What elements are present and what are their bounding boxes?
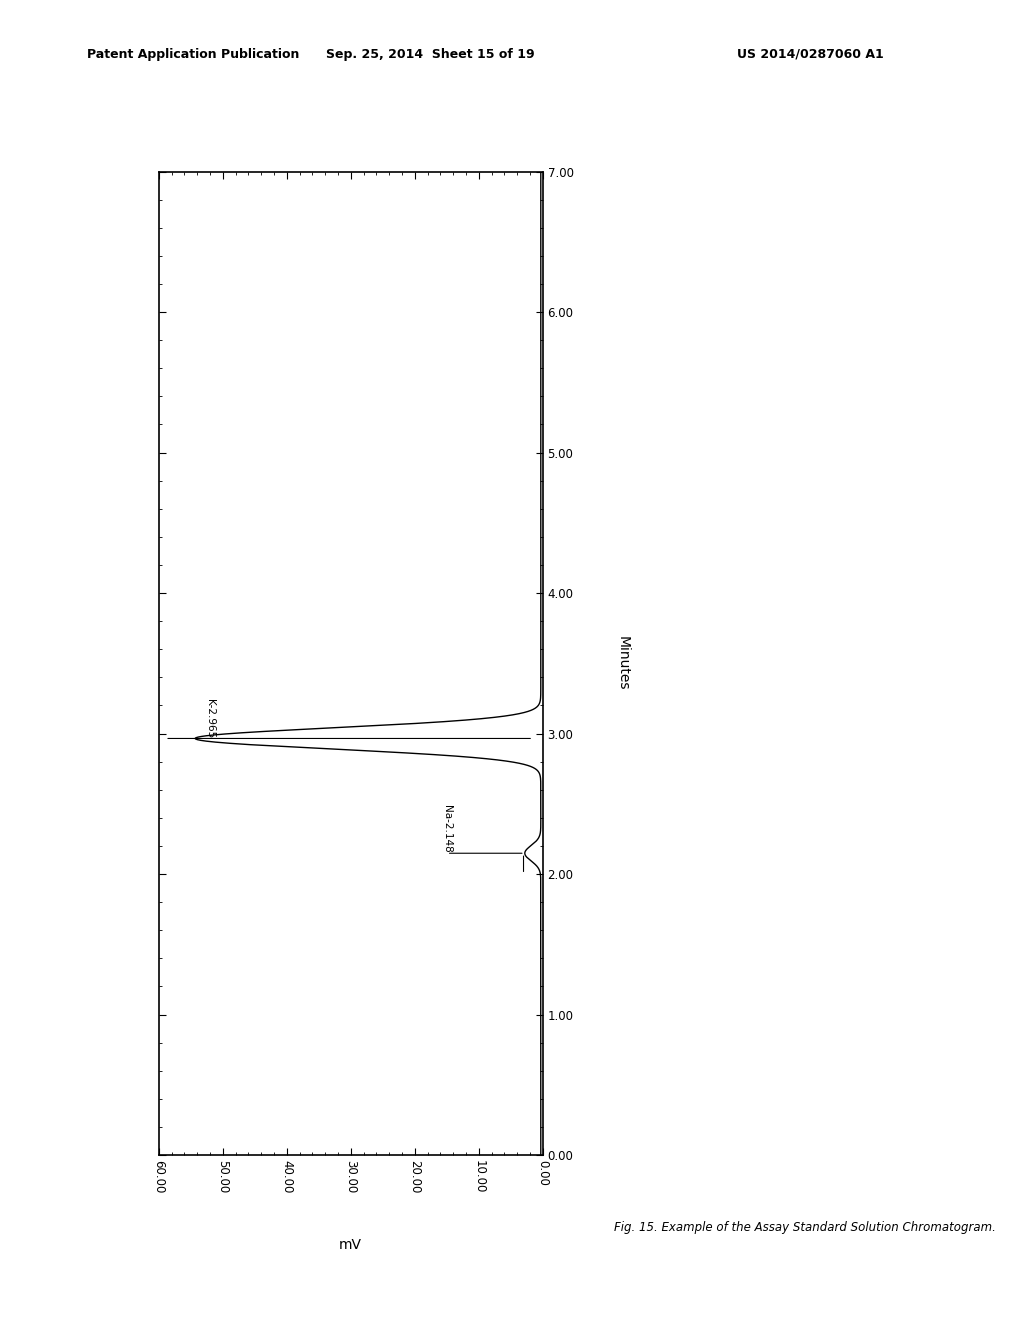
Text: US 2014/0287060 A1: US 2014/0287060 A1 — [737, 48, 884, 61]
Y-axis label: Minutes: Minutes — [615, 636, 629, 690]
Text: Fig. 15. Example of the Assay Standard Solution Chromatogram.: Fig. 15. Example of the Assay Standard S… — [614, 1221, 996, 1234]
Text: K-2.965: K-2.965 — [205, 700, 215, 738]
Text: Na-2.148: Na-2.148 — [441, 805, 452, 853]
Text: Patent Application Publication: Patent Application Publication — [87, 48, 299, 61]
X-axis label: mV: mV — [339, 1238, 362, 1251]
Text: Sep. 25, 2014  Sheet 15 of 19: Sep. 25, 2014 Sheet 15 of 19 — [326, 48, 535, 61]
